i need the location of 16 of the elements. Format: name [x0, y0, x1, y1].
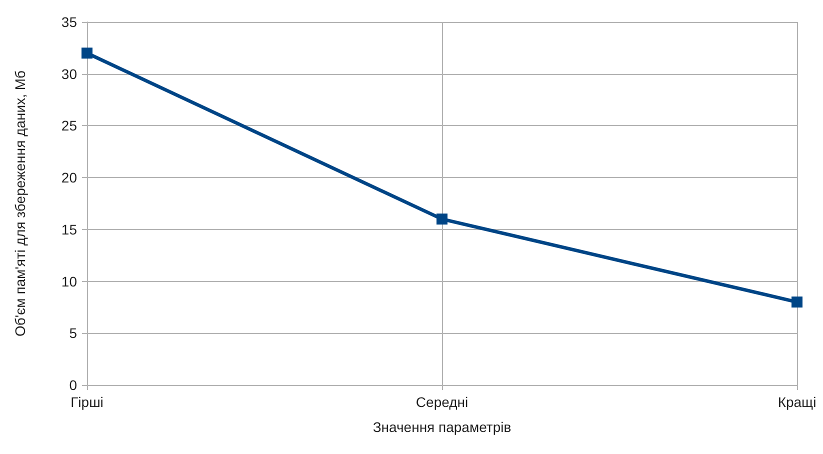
- y-axis-title: Об'єм пам'яті для збереження даних, Мб: [12, 70, 28, 337]
- y-tick-label: 10: [61, 273, 78, 290]
- x-tick-label: Гірші: [70, 394, 104, 410]
- x-tick-label: Середні: [416, 394, 468, 410]
- point: [436, 214, 448, 225]
- y-tick-label: 30: [61, 66, 78, 82]
- point: [792, 296, 802, 308]
- y-tick-label: 20: [61, 170, 78, 186]
- y-tick-label: 25: [61, 118, 78, 134]
- x-tick-label: Кращі: [778, 394, 816, 410]
- x-axis-title: Значення параметрів: [372, 419, 512, 435]
- y-tick-label: 5: [69, 325, 78, 342]
- y-tick-label: 0: [69, 377, 78, 393]
- y-tick-label: 35: [61, 14, 78, 30]
- y-tick-label: 15: [61, 221, 78, 238]
- point: [82, 48, 92, 59]
